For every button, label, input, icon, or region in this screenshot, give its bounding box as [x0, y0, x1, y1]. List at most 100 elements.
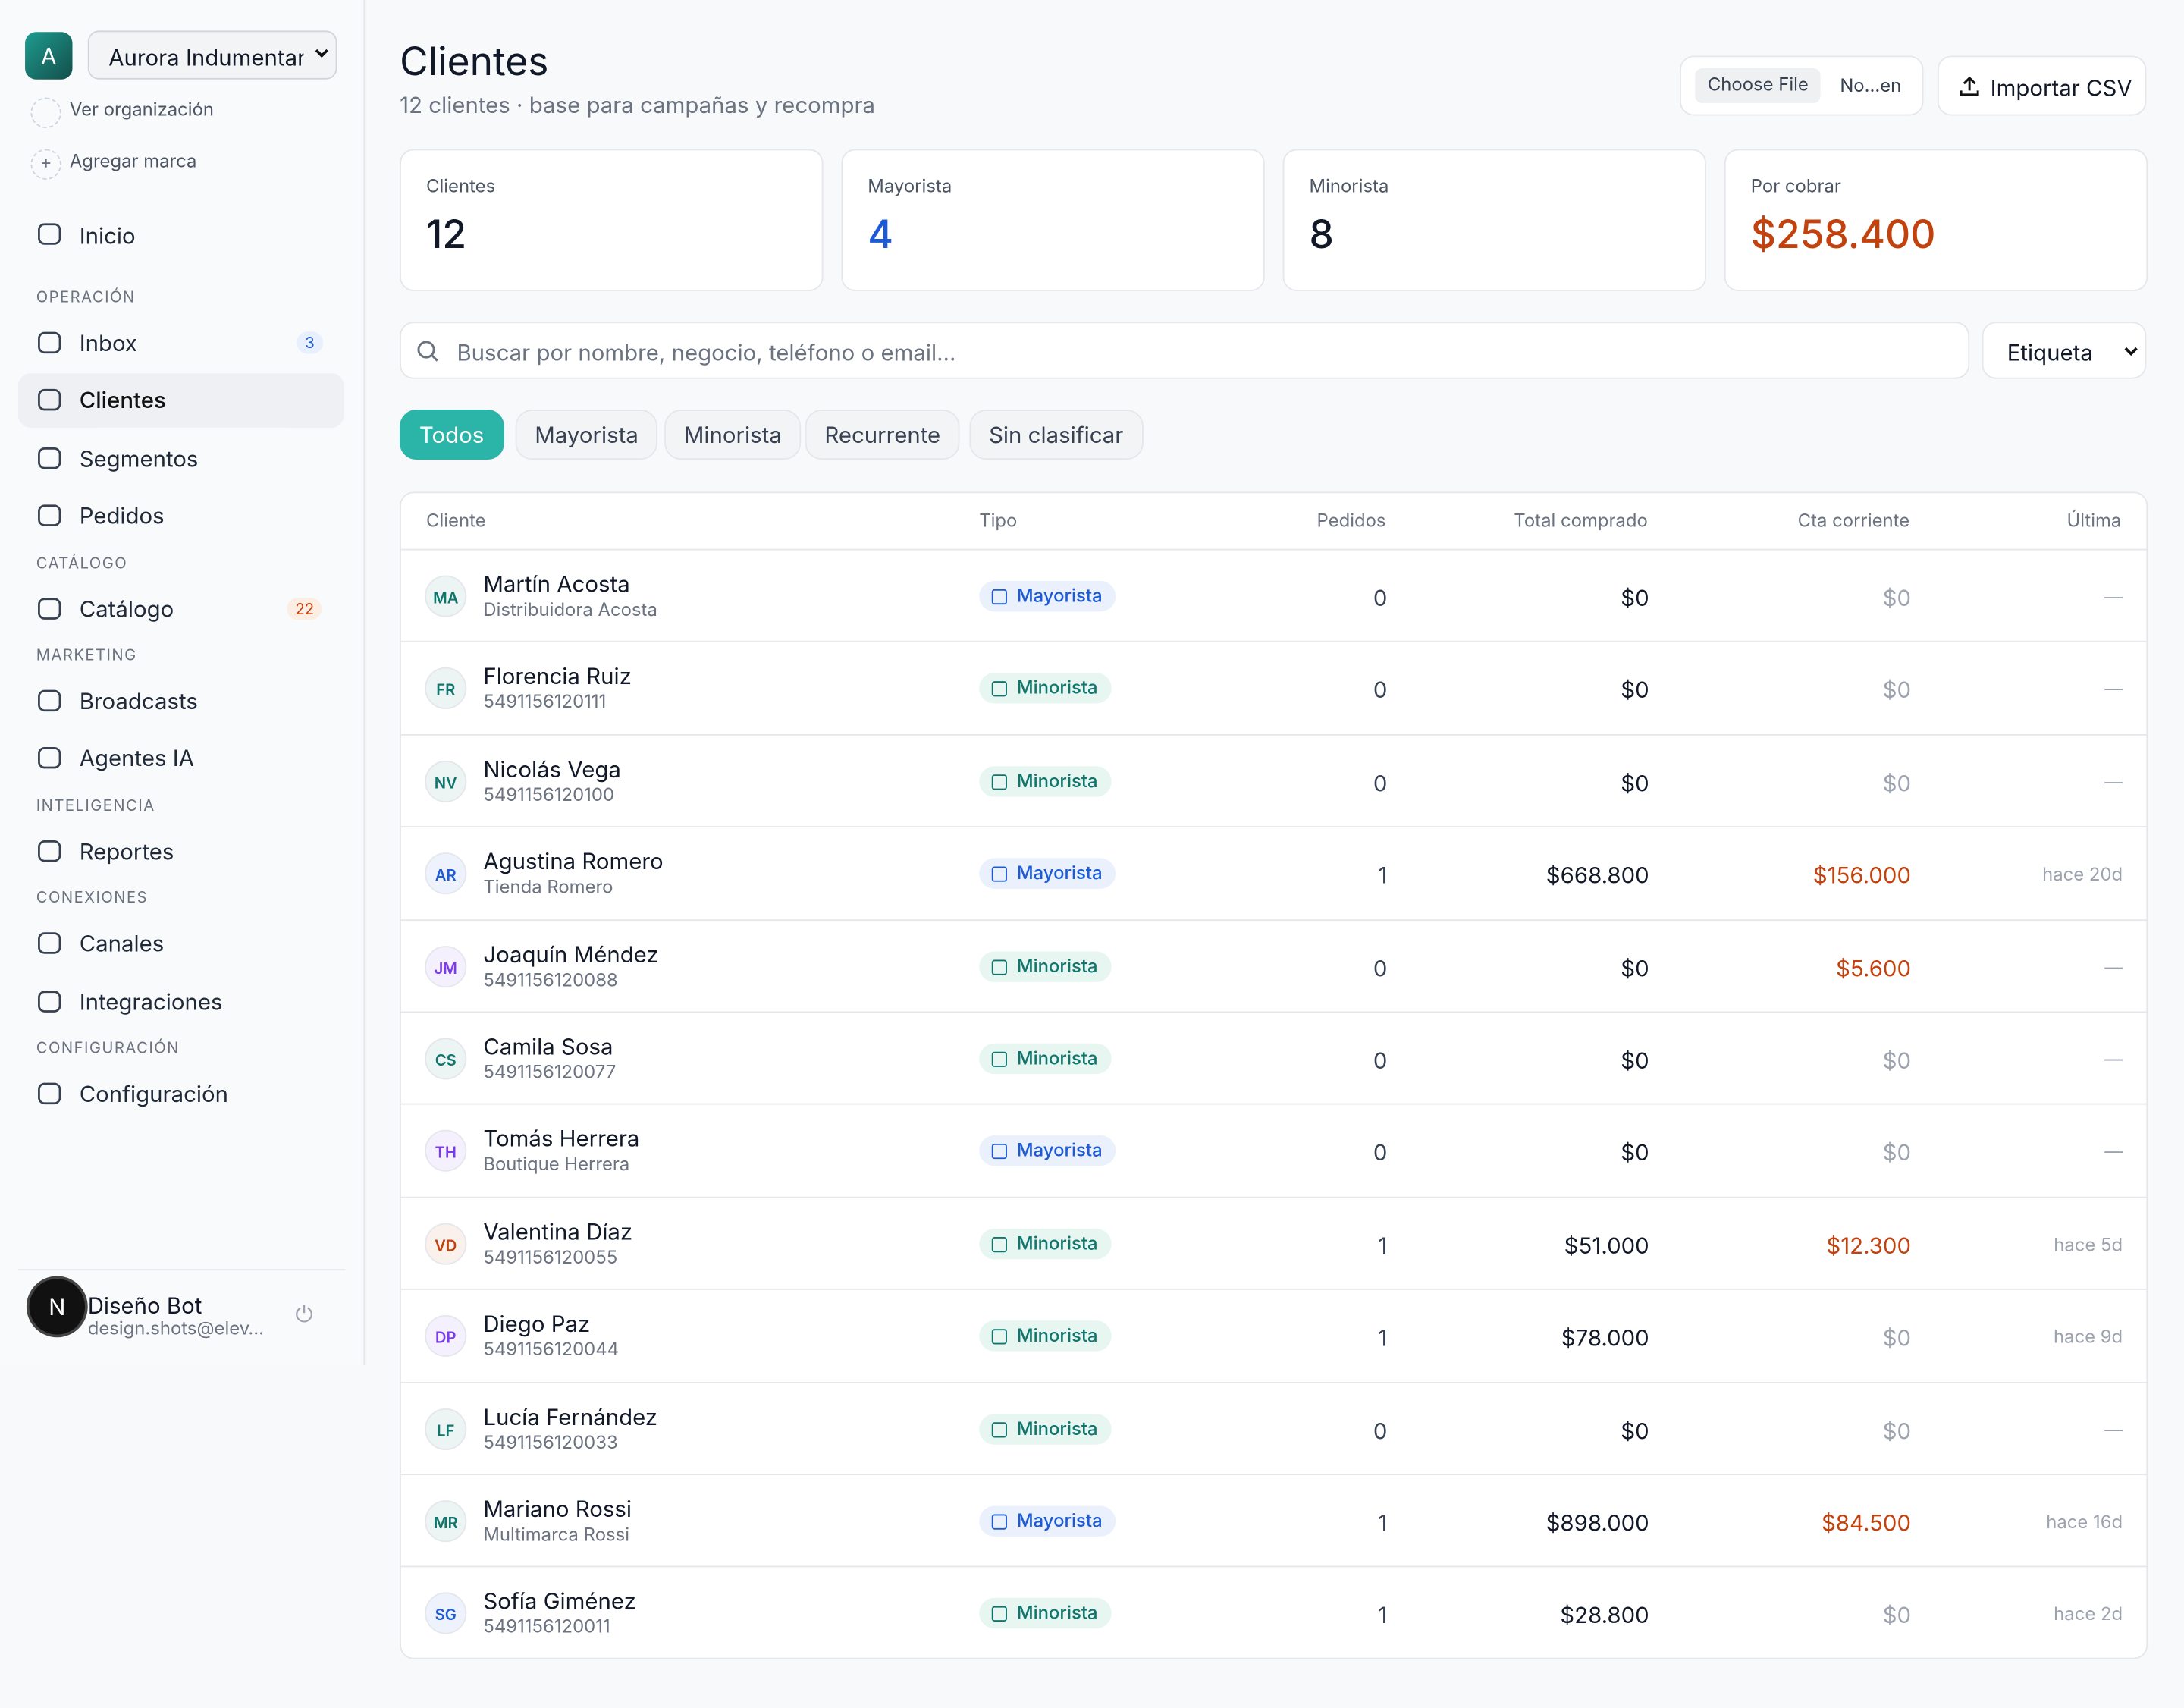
table-row[interactable]: DP Diego Paz 5491156120044 Minorista 1 $78.00… — [400, 1289, 2147, 1383]
type-icon — [991, 681, 1007, 698]
filter-chip[interactable]: Minorista — [664, 409, 802, 460]
last-order: hace 2d — [2054, 1603, 2123, 1627]
nav-icon — [38, 1082, 61, 1105]
last-order: — — [2104, 1418, 2123, 1442]
orders: 1 — [1378, 861, 1388, 890]
table-row[interactable]: TH Tomás Herrera Boutique Herrera Mayorista… — [400, 1104, 2147, 1198]
avatar: JM — [425, 945, 467, 987]
search-icon — [417, 341, 438, 362]
stat-card: Clientes 12 — [400, 149, 824, 291]
file-button[interactable]: Choose File — [1695, 68, 1822, 103]
file-input[interactable]: Choose File No…en — [1680, 55, 1924, 116]
nav-item[interactable]: Inbox — [79, 328, 137, 357]
client-sub: Distribuidora Acosta — [483, 598, 657, 622]
avatar: MA — [425, 575, 467, 617]
type-badge: Mayorista — [979, 858, 1117, 890]
nav-icon — [38, 597, 61, 620]
client-sub: 5491156120055 — [483, 1246, 618, 1269]
nav-item[interactable]: Segmentos — [79, 444, 199, 473]
filter-chip[interactable]: Todos — [400, 409, 504, 460]
balance: $0 — [1882, 1046, 1911, 1075]
table-row[interactable]: JM Joaquín Méndez 5491156120088 Minorista 0 $… — [400, 918, 2147, 1013]
avatar: SG — [425, 1593, 467, 1635]
total: $668.800 — [1545, 861, 1649, 890]
nav-item[interactable]: Agentes IA — [79, 744, 194, 773]
org-select[interactable]: Aurora Indumentaria — [87, 30, 337, 80]
nav-item[interactable]: Catálogo — [79, 594, 174, 623]
link-icon — [30, 97, 61, 128]
type-icon — [991, 589, 1007, 605]
nav-item[interactable]: Canales — [79, 929, 165, 958]
type-icon — [991, 1051, 1007, 1067]
nav-item[interactable]: Inicio — [79, 221, 136, 250]
table-row[interactable]: LF Lucía Fernández 5491156120033 Minorista 0… — [400, 1381, 2147, 1475]
total: $0 — [1621, 1046, 1649, 1075]
client-name: Diego Paz — [483, 1309, 591, 1338]
last-order: hace 20d — [2042, 864, 2123, 887]
client-name: Valentina Díaz — [483, 1217, 633, 1245]
file-name: No…en — [1840, 75, 1902, 98]
client-name: Joaquín Méndez — [483, 940, 659, 968]
table-row[interactable]: VD Valentina Díaz 5491156120055 Minorista 1 $… — [400, 1196, 2147, 1290]
avatar: MR — [425, 1500, 467, 1543]
filter-chip[interactable]: Mayorista — [515, 409, 658, 460]
nav-item[interactable]: Configuración — [79, 1079, 228, 1108]
import-button[interactable]: Importar CSV — [1937, 55, 2147, 116]
nav-item[interactable]: Integraciones — [79, 987, 223, 1016]
table-row[interactable]: MR Mariano Rossi Multimarca Rossi Mayorista… — [400, 1474, 2147, 1568]
nav-icon — [38, 389, 61, 412]
balance: $0 — [1882, 676, 1911, 705]
avatar: CS — [425, 1038, 467, 1080]
nav-item[interactable]: Clientes — [79, 386, 166, 415]
table-row[interactable]: MA Martín Acosta Distribuidora Acosta Mayor… — [400, 548, 2147, 643]
client-name: Mariano Rossi — [483, 1494, 632, 1523]
stat-label: Por cobrar — [1750, 175, 1841, 198]
type-badge: Minorista — [979, 1043, 1112, 1075]
type-icon — [991, 1514, 1007, 1530]
type-badge: Mayorista — [979, 580, 1117, 612]
search-box[interactable]: Buscar por nombre, negocio, teléfono o e… — [400, 322, 1970, 379]
total: $0 — [1621, 1416, 1649, 1444]
table-row[interactable]: CS Camila Sosa 5491156120077 Minorista 0 $0 $0… — [400, 1011, 2147, 1105]
nav-icon — [38, 223, 61, 245]
avatar: TH — [425, 1130, 467, 1173]
client-name: Sofía Giménez — [483, 1587, 636, 1615]
nav-section-title: INTELIGENCIA — [36, 795, 155, 815]
link[interactable]: Ver organización — [69, 99, 215, 121]
stat-label: Clientes — [426, 175, 496, 198]
nav-section-title: OPERACIÓN — [36, 287, 136, 307]
nav-item[interactable]: Reportes — [79, 837, 174, 865]
type-badge: Mayorista — [979, 1505, 1117, 1537]
nav-item[interactable]: Broadcasts — [79, 686, 198, 715]
table-row[interactable]: AR Agustina Romero Tienda Romero Mayorista 1… — [400, 826, 2147, 921]
user-name: Diseño Bot — [87, 1291, 202, 1320]
stat-card: Por cobrar $258.400 — [1724, 149, 2148, 291]
last-order: — — [2104, 1141, 2123, 1164]
link[interactable]: Agregar marca — [69, 150, 197, 173]
table-row[interactable]: SG Sofía Giménez 5491156120011 Minorista 1 $2… — [400, 1566, 2147, 1658]
total: $0 — [1621, 768, 1649, 797]
client-name: Nicolás Vega — [483, 755, 621, 783]
client-sub: 5491156120044 — [483, 1339, 620, 1361]
tag-select[interactable]: Etiqueta — [1982, 322, 2147, 379]
nav-item[interactable]: Pedidos — [79, 501, 165, 530]
page-title: Clientes — [400, 37, 549, 86]
last-order: — — [2104, 1049, 2123, 1072]
table-row[interactable]: NV Nicolás Vega 5491156120100 Minorista 0 $0 $… — [400, 733, 2147, 828]
tag-select-label: Etiqueta — [2007, 338, 2093, 367]
client-sub: Tienda Romero — [483, 876, 613, 900]
nav-section-title: CONEXIONES — [36, 887, 149, 908]
column-header: Cta corriente — [1797, 510, 1910, 532]
nav-icon — [38, 331, 61, 354]
user-avatar: N — [29, 1279, 86, 1335]
client-name: Florencia Ruiz — [483, 662, 632, 690]
filter-chip[interactable]: Recurrente — [805, 409, 960, 460]
column-header: Cliente — [426, 510, 486, 532]
balance: $0 — [1882, 1138, 1911, 1167]
filter-chip[interactable]: Sin clasificar — [969, 409, 1144, 460]
table-row[interactable]: FR Florencia Ruiz 5491156120111 Minorista 0 $… — [400, 641, 2147, 736]
org-avatar: A — [25, 32, 73, 80]
avatar: LF — [425, 1408, 467, 1450]
logout-button[interactable]: ⏻ — [295, 1299, 313, 1328]
